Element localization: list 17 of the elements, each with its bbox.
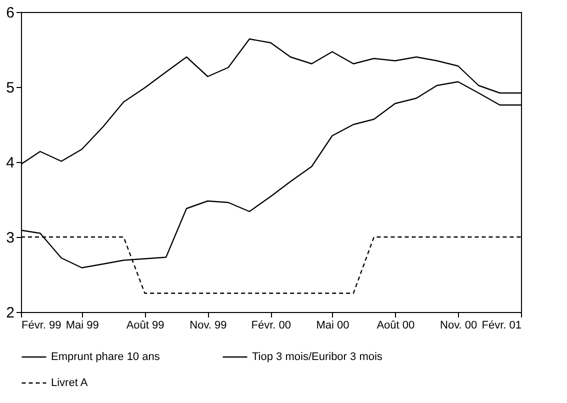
x-tick-label: Août 99 bbox=[126, 320, 164, 332]
y-tick-label: 5 bbox=[6, 80, 14, 96]
x-tick-label: Mai 99 bbox=[66, 320, 99, 332]
y-tick-label: 2 bbox=[6, 304, 14, 322]
x-tick-label: Nov. 99 bbox=[190, 320, 227, 332]
legend-label: Emprunt phare 10 ans bbox=[51, 351, 160, 363]
x-tick-label: Mai 00 bbox=[316, 320, 350, 332]
legend-label: Tiop 3 mois/Euribor 3 mois bbox=[252, 351, 383, 363]
x-tick-label: Nov. 00 bbox=[440, 320, 478, 332]
y-tick-label: 4 bbox=[6, 154, 14, 172]
x-tick-label: Févr. 01 bbox=[482, 320, 522, 332]
y-tick-label: 3 bbox=[6, 230, 14, 246]
legend-label: Livret A bbox=[51, 377, 88, 389]
x-tick-label: Août 00 bbox=[376, 320, 415, 332]
x-tick-label: Févr. 00 bbox=[251, 320, 292, 332]
x-tick-label: Févr. 99 bbox=[22, 320, 62, 332]
y-tick-label: 6 bbox=[6, 4, 14, 22]
